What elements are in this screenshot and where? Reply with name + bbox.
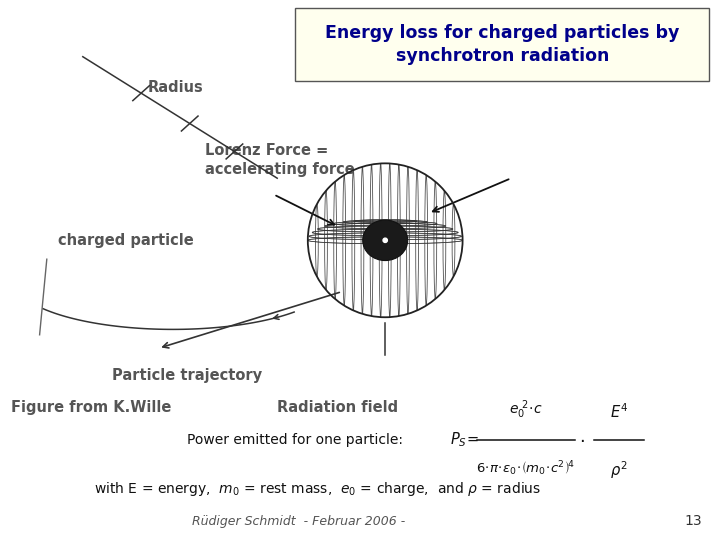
Text: Energy loss for charged particles by
synchrotron radiation: Energy loss for charged particles by syn… <box>325 24 680 65</box>
Text: Rüdiger Schmidt  - Februar 2006 -: Rüdiger Schmidt - Februar 2006 - <box>192 515 405 528</box>
Text: with E = energy,  $m_0$ = rest mass,  $e_0$ = charge,  and $\rho$ = radius: with E = energy, $m_0$ = rest mass, $e_0… <box>94 480 541 498</box>
Text: Radius: Radius <box>148 79 203 94</box>
Text: Power emitted for one particle:: Power emitted for one particle: <box>187 433 403 447</box>
Ellipse shape <box>383 238 387 242</box>
Text: $\rho^2$: $\rho^2$ <box>611 460 628 481</box>
Text: $P_S\!=\!$: $P_S\!=\!$ <box>450 431 479 449</box>
Text: Particle trajectory: Particle trajectory <box>112 368 262 383</box>
Text: Radiation field: Radiation field <box>277 400 398 415</box>
Text: $e_0^{\ 2}\!\cdot\! c$: $e_0^{\ 2}\!\cdot\! c$ <box>509 398 542 421</box>
Text: 13: 13 <box>685 514 702 528</box>
Text: Figure from K.Wille: Figure from K.Wille <box>11 400 171 415</box>
Ellipse shape <box>363 220 408 260</box>
Text: $6\!\cdot\!\pi\!\cdot\!\varepsilon_0\!\cdot\!\left(m_0\!\cdot\! c^2\right)^{\!4}: $6\!\cdot\!\pi\!\cdot\!\varepsilon_0\!\c… <box>476 460 575 478</box>
Text: charged particle: charged particle <box>58 233 194 248</box>
Text: Lorenz Force =
accelerating force: Lorenz Force = accelerating force <box>205 143 355 177</box>
Text: $E^4$: $E^4$ <box>610 402 629 421</box>
Text: $\cdot$: $\cdot$ <box>579 431 585 449</box>
FancyBboxPatch shape <box>295 8 709 81</box>
